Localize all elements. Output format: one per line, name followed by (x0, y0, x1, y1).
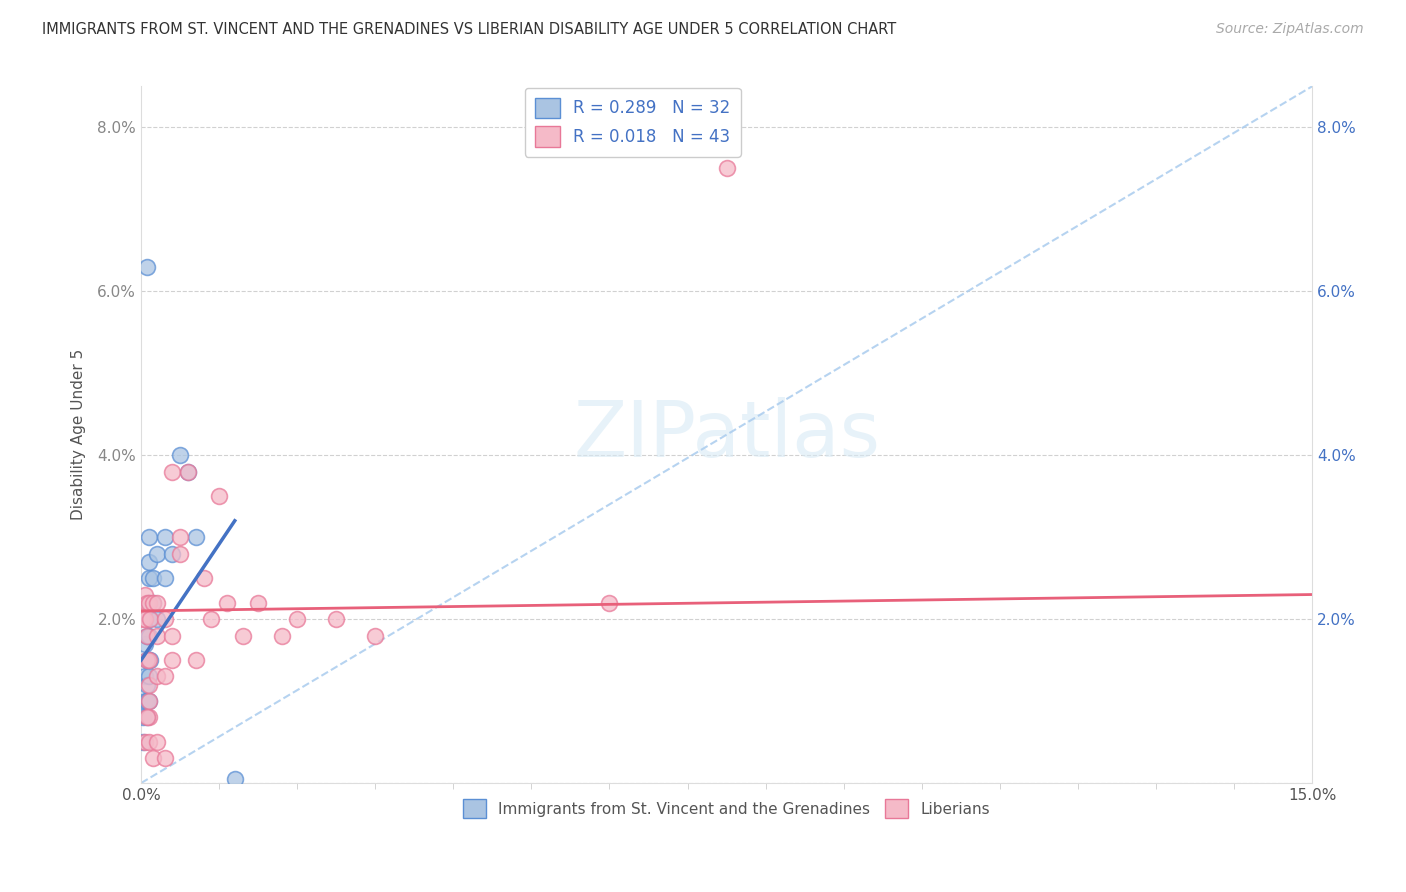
Point (142, 571, 165, 585)
Point (162, 547, 184, 561)
Point (153, 571, 176, 585)
Point (169, 547, 191, 561)
Point (598, 596, 620, 610)
Point (162, 465, 184, 479)
Point (153, 530, 176, 544)
Point (153, 751, 176, 765)
Point (177, 465, 200, 479)
Point (138, 653, 160, 667)
Point (177, 465, 200, 479)
Point (138, 735, 160, 749)
Point (145, 669, 167, 683)
Point (325, 612, 347, 626)
Point (145, 628, 167, 642)
Point (134, 735, 156, 749)
Point (132, 612, 155, 626)
Point (134, 612, 156, 626)
Point (142, 751, 165, 765)
Point (138, 694, 160, 708)
Point (224, 772, 246, 786)
Point (153, 612, 176, 626)
Point (193, 571, 215, 585)
Point (134, 694, 156, 708)
Point (247, 596, 270, 610)
Point (138, 669, 160, 683)
Point (132, 735, 155, 749)
Point (208, 489, 231, 503)
Point (139, 612, 162, 626)
Point (232, 628, 254, 642)
Point (134, 637, 156, 651)
Legend: Immigrants from St. Vincent and the Grenadines, Liberians: Immigrants from St. Vincent and the Gren… (457, 793, 997, 824)
Text: Source: ZipAtlas.com: Source: ZipAtlas.com (1216, 22, 1364, 37)
Point (138, 612, 160, 626)
Point (138, 530, 160, 544)
Point (138, 628, 160, 642)
Point (135, 628, 157, 642)
Point (138, 694, 160, 708)
Point (270, 628, 292, 642)
Point (135, 710, 157, 724)
Point (135, 260, 157, 274)
Point (139, 653, 162, 667)
Point (184, 653, 207, 667)
Point (138, 571, 160, 585)
Point (138, 678, 160, 692)
Point (135, 710, 157, 724)
Point (215, 596, 238, 610)
Point (136, 596, 159, 610)
Point (184, 530, 207, 544)
Text: IMMIGRANTS FROM ST. VINCENT AND THE GRENADINES VS LIBERIAN DISABILITY AGE UNDER : IMMIGRANTS FROM ST. VINCENT AND THE GREN… (42, 22, 897, 37)
Point (145, 612, 167, 626)
Point (135, 678, 157, 692)
Point (135, 653, 157, 667)
Point (364, 628, 387, 642)
Point (200, 612, 222, 626)
Point (145, 547, 167, 561)
Point (138, 653, 160, 667)
Point (285, 612, 308, 626)
Point (162, 653, 184, 667)
Point (134, 588, 156, 602)
Text: ZIPatlas: ZIPatlas (574, 397, 880, 473)
Point (138, 596, 160, 610)
Y-axis label: Disability Age Under 5: Disability Age Under 5 (72, 349, 86, 520)
Point (169, 448, 191, 462)
Point (136, 694, 159, 708)
Point (136, 628, 159, 642)
Point (153, 669, 176, 683)
Point (138, 710, 160, 724)
Point (145, 735, 167, 749)
Point (716, 161, 738, 176)
Point (132, 710, 155, 724)
Point (142, 596, 165, 610)
Point (135, 653, 157, 667)
Point (138, 555, 160, 569)
Point (138, 596, 160, 610)
Point (145, 596, 167, 610)
Point (169, 530, 191, 544)
Point (142, 596, 165, 610)
Point (134, 669, 156, 683)
Point (162, 628, 184, 642)
